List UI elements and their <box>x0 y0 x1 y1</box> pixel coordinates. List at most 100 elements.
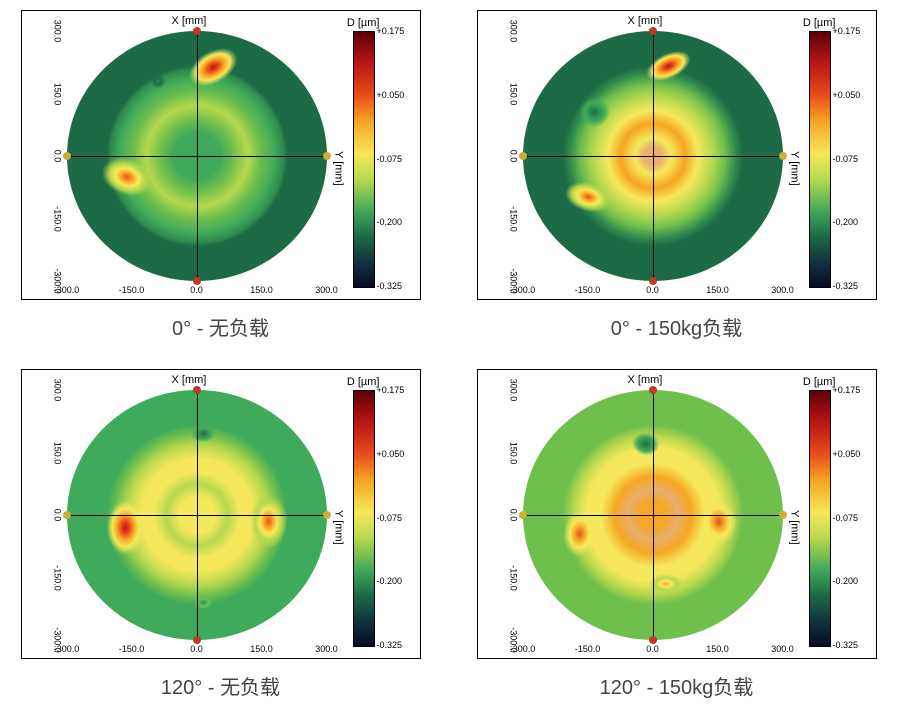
alignment-marker-bottom <box>649 277 657 285</box>
alignment-marker-right <box>323 152 331 160</box>
alignment-marker-left <box>63 152 71 160</box>
alignment-marker-top <box>649 27 657 35</box>
y-ticks: -300.0-150.00.0150.0300.0 <box>484 31 519 281</box>
y-ticks: -300.0-150.00.0150.0300.0 <box>28 390 63 640</box>
colorbar-label: D [µm] <box>347 376 380 388</box>
x-tick: 0.0 <box>190 644 203 654</box>
colorbar: +0.175+0.050-0.075-0.200-0.325 <box>809 31 864 286</box>
y-tick: 0.0 <box>28 509 63 522</box>
y-tick: 300.0 <box>484 20 519 43</box>
x-tick: -150.0 <box>119 285 145 295</box>
y-axis-label: Y [mm] <box>333 151 345 186</box>
colorbar-gradient <box>353 390 375 647</box>
panel-cell: X [mm] Y [mm] D [µm] -300.0 -150.0 0.0 150.0 30… <box>466 369 887 703</box>
x-tick: 300.0 <box>315 644 338 654</box>
page: X [mm]Y [mm]D [µm]-300.0-150.00.0150.030… <box>0 0 897 713</box>
x-tick: -300.0 <box>54 644 80 654</box>
chart-panel: X [mm] Y [mm] D [µm] -300.0 -150.0 0.0 150.0 30… <box>477 369 877 659</box>
x-tick: 150.0 <box>250 644 273 654</box>
alignment-marker-top <box>193 386 201 394</box>
y-axis-label: Y [mm] <box>789 151 801 186</box>
colorbar-tick: -0.200 <box>833 576 859 586</box>
colorbar-tick: +0.050 <box>377 449 405 459</box>
alignment-marker-left <box>519 511 527 519</box>
colorbar-tick: -0.325 <box>833 281 859 291</box>
x-ticks: -300.0-150.00.0150.0300.0 <box>523 644 783 656</box>
plot-area <box>523 390 783 640</box>
alignment-marker-left <box>63 511 71 519</box>
panel-caption: 120° - 无负载 <box>161 671 280 700</box>
colorbar: +0.175+0.050-0.075-0.200-0.325 <box>353 390 408 645</box>
x-tick: 0.0 <box>646 644 659 654</box>
x-tick: -300.0 <box>510 644 536 654</box>
plot-area <box>67 31 327 281</box>
y-tick: -150.0 <box>484 206 519 232</box>
y-tick: -150.0 <box>484 565 519 591</box>
alignment-marker-top <box>649 386 657 394</box>
x-tick: 150.0 <box>250 285 273 295</box>
colorbar-tick: +0.175 <box>833 26 861 36</box>
y-tick: 0.0 <box>28 150 63 163</box>
y-tick: 0.0 <box>484 509 519 522</box>
y-tick: -150.0 <box>28 565 63 591</box>
x-ticks: -300.0-150.00.0150.0300.0 <box>67 644 327 656</box>
colorbar-tick: -0.075 <box>377 154 403 164</box>
colorbar-tick: -0.075 <box>833 154 859 164</box>
colorbar-tick: -0.075 <box>377 513 403 523</box>
x-tick: 150.0 <box>706 644 729 654</box>
colorbar-label: D [µm] <box>803 376 836 388</box>
y-tick: 0.0 <box>484 150 519 163</box>
y-tick: 300.0 <box>484 379 519 402</box>
colorbar-tick: -0.075 <box>833 513 859 523</box>
colorbar-tick: -0.325 <box>833 640 859 650</box>
panel-caption: 0° - 150kg负载 <box>611 312 742 341</box>
alignment-marker-right <box>323 511 331 519</box>
colorbar-gradient <box>809 31 831 288</box>
crosshair-vertical <box>653 390 654 640</box>
panel-caption: 0° - 无负载 <box>172 312 269 341</box>
x-tick: -300.0 <box>510 285 536 295</box>
x-tick: -150.0 <box>575 285 601 295</box>
colorbar-label: D [µm] <box>803 17 836 29</box>
colorbar-tick: -0.325 <box>377 281 403 291</box>
colorbar-gradient <box>809 390 831 647</box>
x-axis-label: X [mm] <box>172 374 207 386</box>
alignment-marker-top <box>193 27 201 35</box>
x-axis-label: X [mm] <box>172 15 207 27</box>
plot-area <box>67 390 327 640</box>
chart-panel: X [mm]Y [mm]D [µm]-300.0-150.00.0150.030… <box>21 10 421 300</box>
colorbar-tick: +0.050 <box>833 90 861 100</box>
colorbar-tick: +0.175 <box>377 26 405 36</box>
y-tick: 300.0 <box>28 379 63 402</box>
colorbar-tick: -0.200 <box>377 576 403 586</box>
y-tick: 300.0 <box>28 20 63 43</box>
y-axis-label: Y [mm] <box>333 510 345 545</box>
y-axis-label: Y [mm] <box>789 510 801 545</box>
y-tick: 150.0 <box>28 441 63 464</box>
panel-cell: X [mm]Y [mm]D [µm]-300.0-150.00.0150.030… <box>466 10 887 344</box>
alignment-marker-bottom <box>649 636 657 644</box>
crosshair-vertical <box>197 31 198 281</box>
colorbar-tick: -0.200 <box>833 217 859 227</box>
colorbar: +0.175+0.050-0.075-0.200-0.325 <box>353 31 408 286</box>
x-ticks: -300.0-150.00.0150.0300.0 <box>67 285 327 297</box>
panel-caption: 120° - 150kg负载 <box>600 671 754 700</box>
colorbar-tick: +0.050 <box>833 449 861 459</box>
y-ticks: -300.0-150.00.0150.0300.0 <box>484 390 519 640</box>
x-tick: 300.0 <box>771 644 794 654</box>
alignment-marker-bottom <box>193 636 201 644</box>
chart-panel: X [mm] Y [mm] D [µm] -300.0 -150.0 0.0 150.0 30… <box>21 369 421 659</box>
panel-grid: X [mm]Y [mm]D [µm]-300.0-150.00.0150.030… <box>10 10 887 703</box>
colorbar-gradient <box>353 31 375 288</box>
x-ticks: -300.0-150.00.0150.0300.0 <box>523 285 783 297</box>
colorbar-tick: -0.325 <box>377 640 403 650</box>
x-tick: -150.0 <box>119 644 145 654</box>
x-tick: -300.0 <box>54 285 80 295</box>
y-tick: 150.0 <box>484 441 519 464</box>
y-ticks: -300.0-150.00.0150.0300.0 <box>28 31 63 281</box>
y-tick: -150.0 <box>28 206 63 232</box>
x-axis-label: X [mm] <box>628 374 663 386</box>
colorbar-tick: -0.200 <box>377 217 403 227</box>
alignment-marker-left <box>519 152 527 160</box>
alignment-marker-right <box>779 511 787 519</box>
